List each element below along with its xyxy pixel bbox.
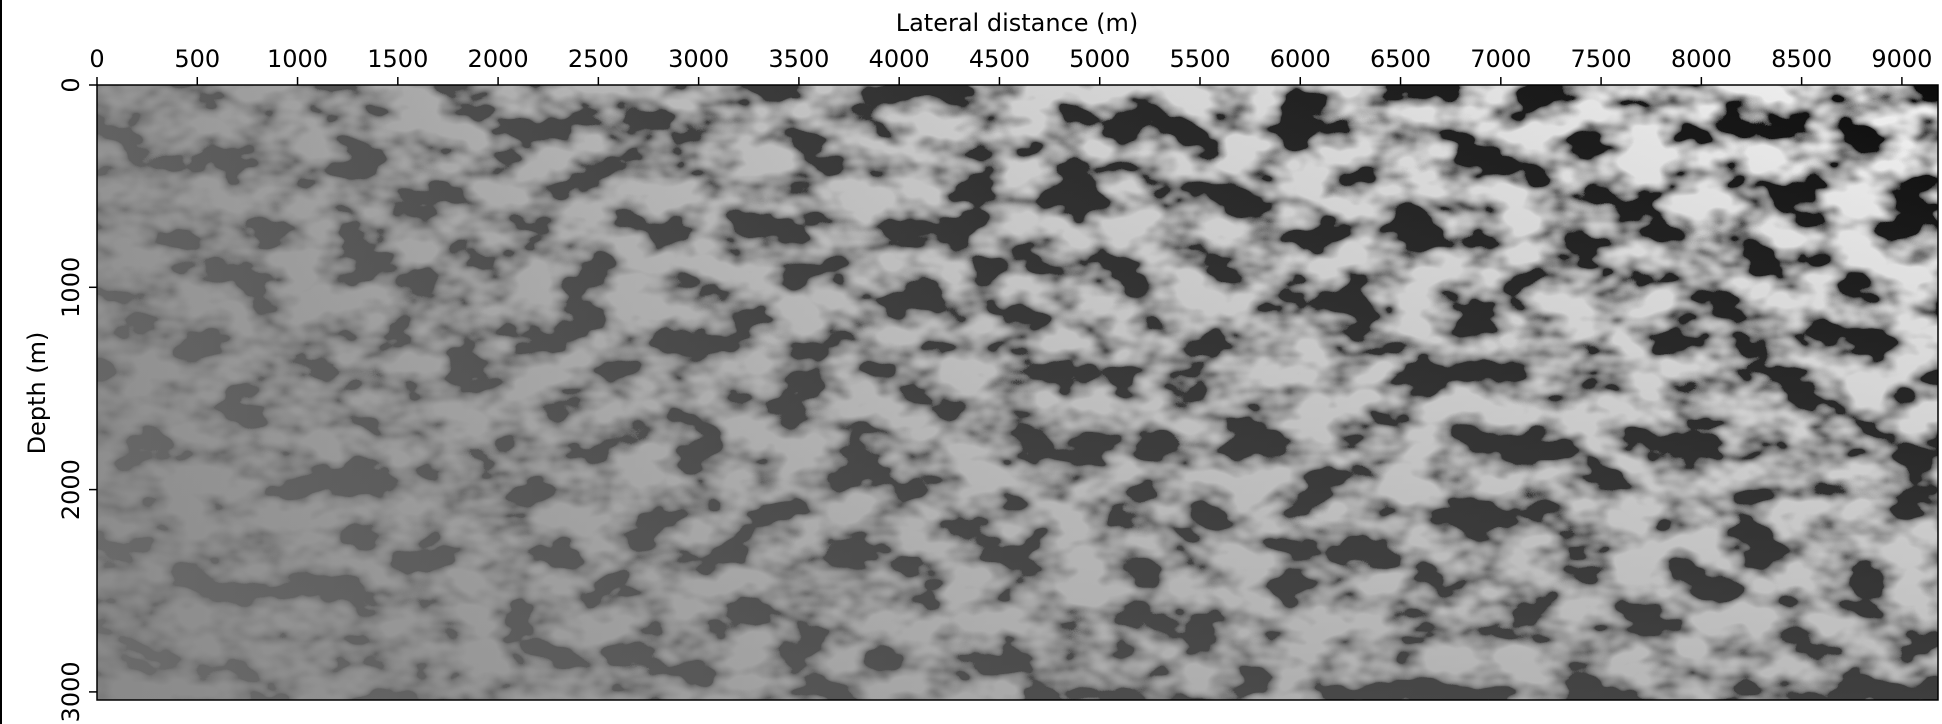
x-tick-label: 1500 — [367, 45, 428, 73]
x-tick-label: 5500 — [1169, 45, 1230, 73]
seismic-image — [97, 85, 1938, 700]
x-tick-label: 1000 — [267, 45, 328, 73]
x-tick-label: 6500 — [1370, 45, 1431, 73]
y-tick-label: 2000 — [57, 459, 85, 520]
y-tick-label: 1000 — [57, 257, 85, 318]
x-tick-label: 4000 — [869, 45, 930, 73]
x-tick-label: 2500 — [568, 45, 629, 73]
x-tick-label: 3000 — [668, 45, 729, 73]
x-tick-label: 7500 — [1571, 45, 1632, 73]
x-tick-label: 2000 — [468, 45, 529, 73]
x-tick-label: 6000 — [1270, 45, 1331, 73]
chart: Lateral distance (m) Depth (m) 0 500 1000 1… — [0, 0, 1942, 724]
x-tick-label: 8000 — [1671, 45, 1732, 73]
x-tick-label: 9000 — [1871, 45, 1932, 73]
x-tick-label: 4500 — [969, 45, 1030, 73]
x-tick-label: 7000 — [1470, 45, 1531, 73]
y-tick-label: 3000 — [57, 661, 85, 722]
y-tick-label: 0 — [57, 77, 85, 92]
chart-title: Lateral distance (m) — [896, 9, 1139, 37]
x-tick-label: 500 — [174, 45, 220, 73]
x-tick-label: 8500 — [1771, 45, 1832, 73]
x-tick-label: 5000 — [1069, 45, 1130, 73]
x-tick-label: 3500 — [768, 45, 829, 73]
image-shade — [97, 85, 1938, 700]
y-axis-label: Depth (m) — [23, 332, 51, 455]
x-tick-label: 0 — [89, 45, 104, 73]
